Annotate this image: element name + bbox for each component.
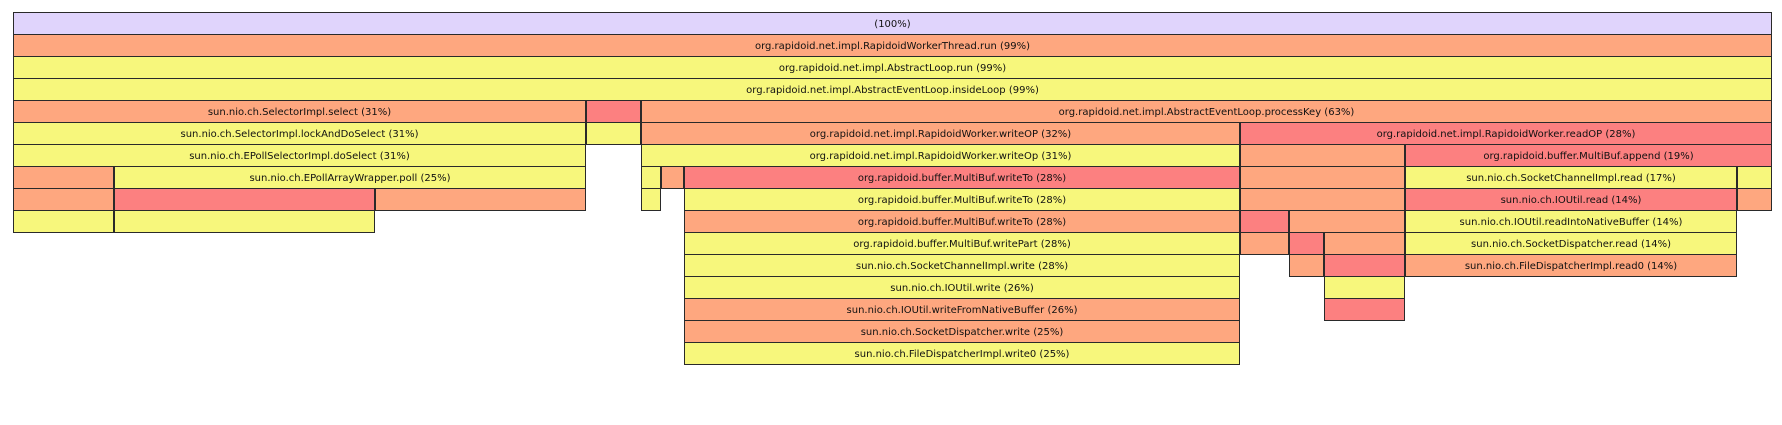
flame-frame[interactable] bbox=[1324, 232, 1405, 255]
flame-frame[interactable]: sun.nio.ch.SocketDispatcher.read (14%) bbox=[1405, 232, 1737, 255]
flame-frame[interactable] bbox=[375, 188, 586, 211]
flame-frame[interactable] bbox=[586, 122, 641, 145]
flame-frame[interactable] bbox=[1240, 232, 1289, 255]
flame-frame[interactable]: sun.nio.ch.SocketDispatcher.write (25%) bbox=[684, 320, 1240, 343]
flame-frame[interactable] bbox=[1289, 232, 1324, 255]
flame-frame[interactable]: org.rapidoid.net.impl.AbstractEventLoop.… bbox=[13, 78, 1772, 101]
flame-frame[interactable]: (100%) bbox=[13, 12, 1772, 35]
flame-frame[interactable]: org.rapidoid.buffer.MultiBuf.writeTo (28… bbox=[684, 188, 1240, 211]
flame-frame[interactable]: org.rapidoid.buffer.MultiBuf.writePart (… bbox=[684, 232, 1240, 255]
flame-frame[interactable] bbox=[114, 188, 375, 211]
flame-frame[interactable]: sun.nio.ch.SocketChannelImpl.write (28%) bbox=[684, 254, 1240, 277]
flame-frame[interactable] bbox=[1240, 188, 1405, 211]
flame-frame[interactable] bbox=[1289, 254, 1324, 277]
flame-frame[interactable]: sun.nio.ch.EPollArrayWrapper.poll (25%) bbox=[114, 166, 586, 189]
flame-frame[interactable]: sun.nio.ch.SelectorImpl.select (31%) bbox=[13, 100, 586, 123]
flame-frame[interactable]: org.rapidoid.net.impl.AbstractEventLoop.… bbox=[641, 100, 1772, 123]
flame-frame[interactable]: sun.nio.ch.FileDispatcherImpl.read0 (14%… bbox=[1405, 254, 1737, 277]
flame-frame[interactable] bbox=[1324, 298, 1405, 321]
flame-frame[interactable] bbox=[1737, 166, 1772, 189]
flame-frame[interactable]: org.rapidoid.net.impl.RapidoidWorkerThre… bbox=[13, 34, 1772, 57]
flame-frame[interactable]: sun.nio.ch.EPollSelectorImpl.doSelect (3… bbox=[13, 144, 586, 167]
flame-frame[interactable]: sun.nio.ch.SelectorImpl.lockAndDoSelect … bbox=[13, 122, 586, 145]
flame-frame[interactable] bbox=[13, 210, 114, 233]
flame-frame[interactable]: org.rapidoid.buffer.MultiBuf.writeTo (28… bbox=[684, 166, 1240, 189]
flame-frame[interactable]: org.rapidoid.buffer.MultiBuf.append (19%… bbox=[1405, 144, 1772, 167]
flame-frame[interactable]: sun.nio.ch.IOUtil.write (26%) bbox=[684, 276, 1240, 299]
flame-frame[interactable] bbox=[1289, 210, 1405, 233]
flame-frame[interactable]: sun.nio.ch.IOUtil.writeFromNativeBuffer … bbox=[684, 298, 1240, 321]
flame-frame[interactable] bbox=[13, 188, 114, 211]
flame-frame[interactable]: sun.nio.ch.IOUtil.read (14%) bbox=[1405, 188, 1737, 211]
flame-frame[interactable]: org.rapidoid.net.impl.RapidoidWorker.wri… bbox=[641, 144, 1240, 167]
flame-frame[interactable] bbox=[1240, 210, 1289, 233]
flame-frame[interactable] bbox=[661, 166, 684, 189]
flame-frame[interactable]: sun.nio.ch.IOUtil.readIntoNativeBuffer (… bbox=[1405, 210, 1737, 233]
flame-frame[interactable]: sun.nio.ch.SocketChannelImpl.read (17%) bbox=[1405, 166, 1737, 189]
flame-frame[interactable] bbox=[114, 210, 375, 233]
flame-frame[interactable]: org.rapidoid.net.impl.AbstractLoop.run (… bbox=[13, 56, 1772, 79]
flame-frame[interactable] bbox=[1737, 188, 1772, 211]
flame-frame[interactable]: org.rapidoid.net.impl.RapidoidWorker.wri… bbox=[641, 122, 1240, 145]
flame-frame[interactable]: org.rapidoid.net.impl.RapidoidWorker.rea… bbox=[1240, 122, 1772, 145]
flame-frame[interactable] bbox=[13, 166, 114, 189]
flame-frame[interactable] bbox=[1240, 166, 1405, 189]
flame-frame[interactable] bbox=[1324, 254, 1405, 277]
flame-frame[interactable]: sun.nio.ch.FileDispatcherImpl.write0 (25… bbox=[684, 342, 1240, 365]
flame-frame[interactable] bbox=[641, 166, 661, 189]
flame-frame[interactable] bbox=[586, 100, 641, 123]
flame-frame[interactable] bbox=[641, 188, 661, 211]
flame-frame[interactable] bbox=[1324, 276, 1405, 299]
flame-frame[interactable]: org.rapidoid.buffer.MultiBuf.writeTo (28… bbox=[684, 210, 1240, 233]
flame-frame[interactable] bbox=[1240, 144, 1405, 167]
